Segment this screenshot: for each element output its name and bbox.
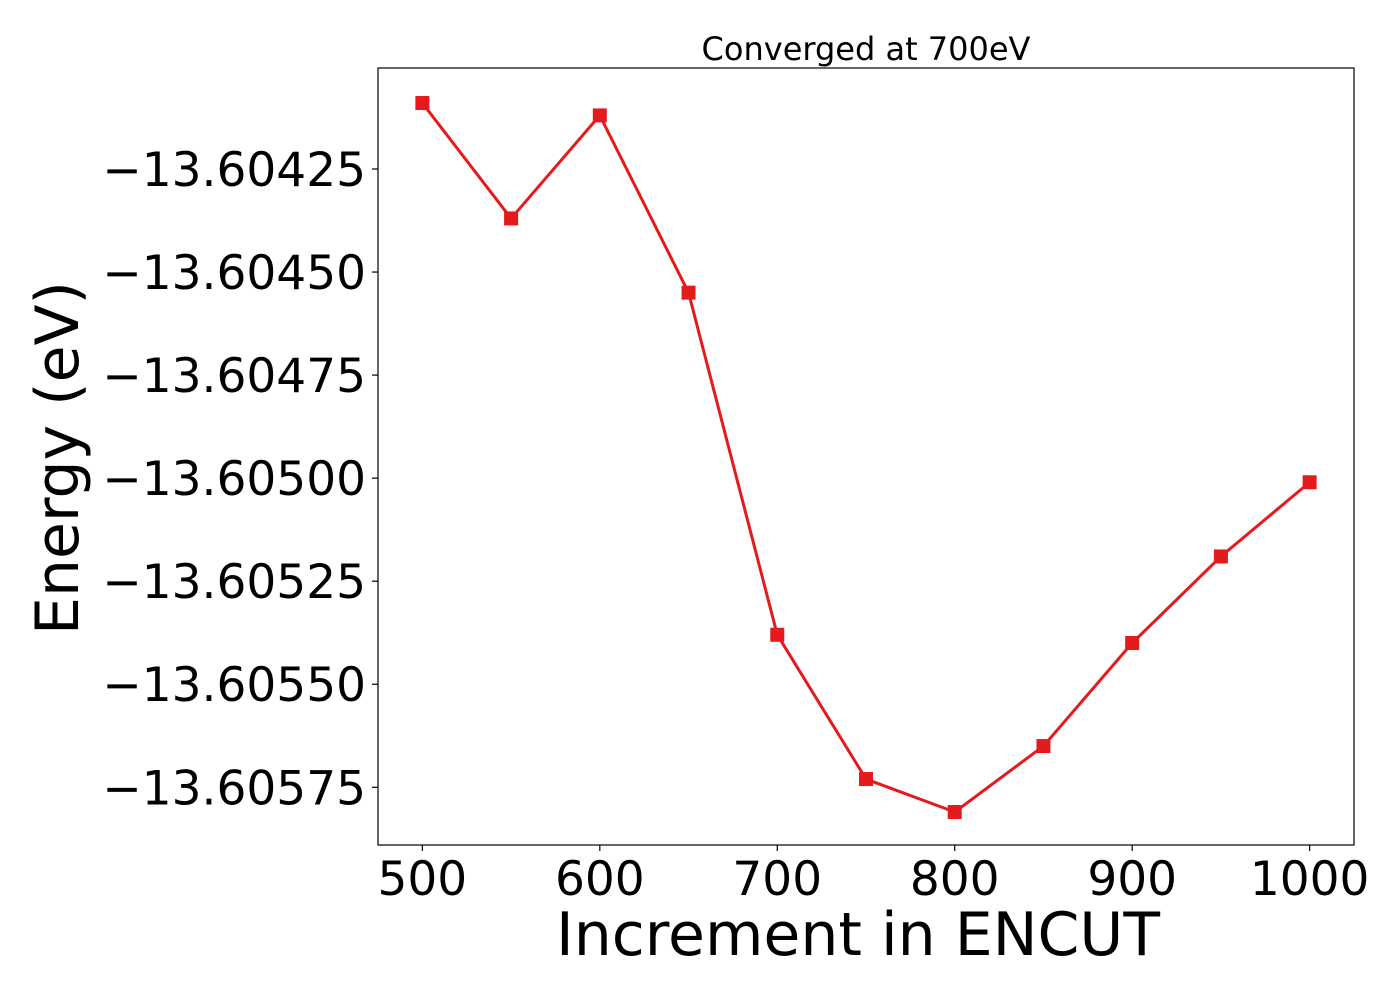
y-tick-label: −13.60525 [102, 555, 366, 610]
data-point [1213, 549, 1228, 564]
x-tick-label: 1000 [1250, 852, 1370, 907]
x-tick-label: 500 [378, 852, 468, 907]
data-point [947, 805, 962, 820]
x-axis: 500 600 700 800 900 1000 [378, 845, 1370, 907]
data-point [592, 108, 607, 123]
y-tick-label: −13.60475 [102, 349, 366, 404]
y-axis-label: Energy (eV) [23, 281, 93, 635]
data-point [1302, 475, 1317, 490]
y-tick-label: −13.60450 [102, 246, 366, 301]
x-tick-label: 700 [732, 852, 822, 907]
y-axis: −13.60425 −13.60450 −13.60475 −13.60500 −13.… [102, 143, 378, 816]
x-tick-label: 800 [910, 852, 1000, 907]
data-point [770, 627, 785, 642]
data-point [504, 211, 519, 226]
data-point [859, 772, 873, 787]
y-tick-label: −13.60500 [102, 452, 366, 507]
series-line [421, 102, 1311, 814]
y-tick-label: −13.60575 [102, 761, 366, 816]
x-axis-label: Increment in ENCUT [556, 900, 1160, 970]
y-tick-label: −13.60550 [102, 658, 366, 713]
data-point [1125, 636, 1140, 651]
x-tick-label: 900 [1087, 852, 1177, 907]
series-energy [415, 96, 1317, 820]
data-point [415, 96, 430, 111]
plot-frame [377, 67, 1355, 846]
data-point [1036, 739, 1051, 754]
data-point [681, 285, 696, 300]
chart-title: Converged at 700eV [702, 30, 1031, 68]
y-tick-label: −13.60425 [102, 143, 366, 198]
x-tick-label: 600 [555, 852, 645, 907]
